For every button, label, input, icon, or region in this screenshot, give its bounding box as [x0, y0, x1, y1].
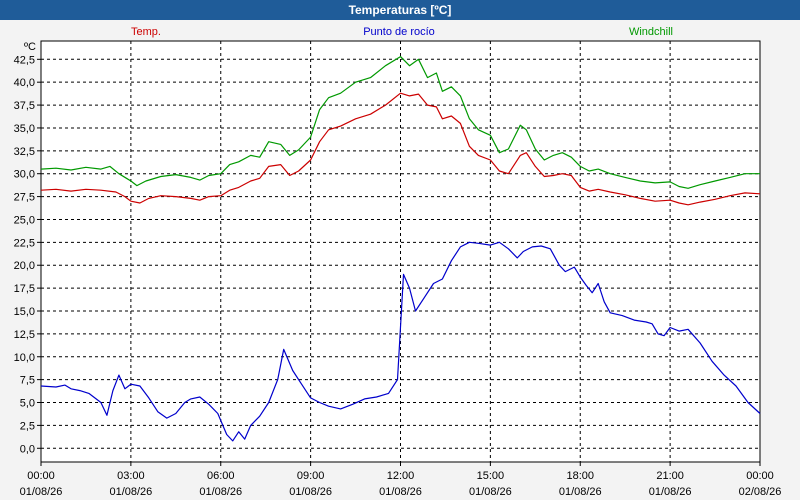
y-tick-label: 17,5	[14, 283, 35, 295]
y-tick-label: 15,0	[14, 306, 35, 318]
x-tick-time: 00:00	[27, 470, 55, 482]
y-tick-label: 7,5	[20, 375, 35, 387]
x-tick-date: 01/08/26	[379, 486, 422, 498]
legend-punto-de-roc-o: Punto de rocío	[363, 26, 435, 38]
series-line-punto-de-roc-o	[40, 241, 761, 442]
series-line-temp	[40, 92, 761, 206]
x-tick-time: 12:00	[387, 470, 415, 482]
y-tick-label: 37,5	[14, 100, 35, 112]
x-tick-date: 01/08/26	[199, 486, 242, 498]
x-tick-date: 01/08/26	[559, 486, 602, 498]
x-tick-time: 00:00	[746, 470, 774, 482]
legend-windchill: Windchill	[629, 26, 673, 38]
legend-temp: Temp.	[131, 26, 161, 38]
y-tick-label: 40,0	[14, 77, 35, 89]
y-tick-label: 30,0	[14, 169, 35, 181]
y-tick-label: 42,5	[14, 54, 35, 66]
y-tick-label: 22,5	[14, 237, 35, 249]
y-tick-label: 2,5	[20, 420, 35, 432]
y-tick-label: 25,0	[14, 214, 35, 226]
x-tick-date: 01/08/26	[289, 486, 332, 498]
x-tick-time: 15:00	[477, 470, 505, 482]
y-tick-label: 5,0	[20, 398, 35, 410]
x-tick-date: 01/08/26	[649, 486, 692, 498]
x-tick-time: 21:00	[656, 470, 684, 482]
chart-title: Temperaturas [ºC]	[0, 0, 800, 20]
y-tick-label: 27,5	[14, 192, 35, 204]
y-tick-label: 35,0	[14, 123, 35, 135]
y-tick-label: 0,0	[20, 443, 35, 455]
x-tick-time: 03:00	[117, 470, 145, 482]
y-tick-label: 20,0	[14, 260, 35, 272]
y-tick-label: 12,5	[14, 329, 35, 341]
y-axis-label: ºC	[24, 41, 36, 53]
x-tick-date: 01/08/26	[469, 486, 512, 498]
y-tick-label: 10,0	[14, 352, 35, 364]
series-line-windchill	[40, 56, 760, 189]
x-tick-date: 02/08/26	[739, 486, 782, 498]
x-tick-time: 06:00	[207, 470, 235, 482]
x-tick-time: 18:00	[566, 470, 594, 482]
x-tick-time: 09:00	[297, 470, 325, 482]
x-tick-date: 01/08/26	[20, 486, 63, 498]
x-tick-date: 01/08/26	[109, 486, 152, 498]
y-tick-label: 32,5	[14, 146, 35, 158]
